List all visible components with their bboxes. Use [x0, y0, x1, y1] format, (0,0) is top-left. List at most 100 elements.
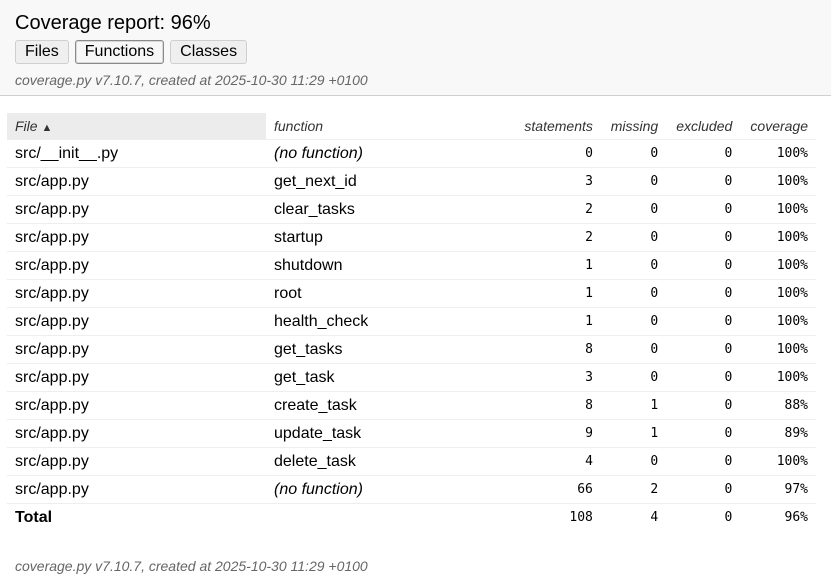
main-content: File ▲ function statements missing exclu…	[0, 96, 831, 531]
statements-cell: 1	[514, 307, 601, 336]
excluded-cell: 0	[666, 251, 741, 280]
missing-cell: 0	[600, 195, 667, 224]
column-header-missing[interactable]: missing	[600, 113, 667, 140]
excluded-cell: 0	[666, 475, 741, 504]
page-title: Coverage report: 96%	[15, 12, 211, 34]
coverage-cell: 100%	[740, 307, 816, 336]
excluded-cell: 0	[666, 307, 741, 336]
table-row: src/app.py shutdown 1 0 0 100%	[7, 251, 816, 280]
statements-cell: 3	[514, 167, 601, 196]
table-row: src/app.py root 1 0 0 100%	[7, 279, 816, 308]
function-link[interactable]: delete_task	[266, 447, 514, 476]
missing-cell: 0	[600, 307, 667, 336]
file-link[interactable]: src/app.py	[7, 195, 266, 224]
header-meta: coverage.py v7.10.7, created at 2025-10-…	[15, 72, 368, 88]
excluded-cell: 0	[666, 167, 741, 196]
excluded-cell: 0	[666, 419, 741, 448]
function-link[interactable]: (no function)	[266, 139, 514, 168]
statements-cell: 2	[514, 223, 601, 252]
coverage-cell: 100%	[740, 195, 816, 224]
statements-cell: 1	[514, 279, 601, 308]
table-row: src/app.py get_next_id 3 0 0 100%	[7, 167, 816, 196]
excluded-cell: 0	[666, 363, 741, 392]
statements-cell: 3	[514, 363, 601, 392]
missing-cell: 1	[600, 419, 667, 448]
statements-cell: 9	[514, 419, 601, 448]
report-header: Coverage report: 96% Files Functions Class…	[0, 0, 831, 96]
statements-cell: 66	[514, 475, 601, 504]
table-row: src/app.py (no function) 66 2 0 97%	[7, 475, 816, 504]
coverage-cell: 100%	[740, 447, 816, 476]
file-link[interactable]: src/app.py	[7, 391, 266, 420]
function-link[interactable]: update_task	[266, 419, 514, 448]
total-statements: 108	[569, 510, 593, 525]
total-row: Total 108 4 0 96%	[7, 504, 816, 532]
table-row: src/app.py create_task 8 1 0 88%	[7, 391, 816, 420]
file-link[interactable]: src/app.py	[7, 475, 266, 504]
tab-files[interactable]: Files	[15, 40, 69, 64]
statements-cell: 1	[514, 251, 601, 280]
function-link[interactable]: startup	[266, 223, 514, 252]
table-row: src/app.py health_check 1 0 0 100%	[7, 307, 816, 336]
file-link[interactable]: src/app.py	[7, 419, 266, 448]
sort-ascending-icon: ▲	[41, 122, 53, 134]
file-link[interactable]: src/app.py	[7, 335, 266, 364]
total-function-cell	[266, 504, 514, 532]
missing-cell: 0	[600, 167, 667, 196]
file-link[interactable]: src/app.py	[7, 223, 266, 252]
total-label: Total	[15, 508, 53, 526]
coverage-cell: 100%	[740, 139, 816, 168]
report-footer: coverage.py v7.10.7, created at 2025-10-…	[15, 558, 368, 574]
table-row: src/app.py startup 2 0 0 100%	[7, 223, 816, 252]
view-tabs: Files Functions Classes	[15, 40, 816, 66]
tab-functions[interactable]: Functions	[74, 40, 165, 64]
function-link[interactable]: health_check	[266, 307, 514, 336]
coverage-cell: 100%	[740, 251, 816, 280]
tab-classes[interactable]: Classes	[170, 40, 248, 64]
missing-cell: 0	[600, 139, 667, 168]
excluded-cell: 0	[666, 279, 741, 308]
statements-cell: 8	[514, 335, 601, 364]
function-link[interactable]: get_next_id	[266, 167, 514, 196]
column-header-file-label: File	[15, 118, 38, 134]
table-header-row: File ▲ function statements missing exclu…	[7, 113, 816, 140]
file-link[interactable]: src/__init__.py	[7, 139, 266, 168]
column-header-excluded[interactable]: excluded	[666, 113, 741, 140]
function-link[interactable]: shutdown	[266, 251, 514, 280]
file-link[interactable]: src/app.py	[7, 167, 266, 196]
excluded-cell: 0	[666, 335, 741, 364]
coverage-cell: 97%	[740, 475, 816, 504]
column-header-file[interactable]: File ▲	[7, 113, 266, 140]
function-link[interactable]: root	[266, 279, 514, 308]
excluded-cell: 0	[666, 195, 741, 224]
missing-cell: 0	[600, 447, 667, 476]
statements-cell: 4	[514, 447, 601, 476]
function-link[interactable]: (no function)	[266, 475, 514, 504]
missing-cell: 0	[600, 335, 667, 364]
excluded-cell: 0	[666, 223, 741, 252]
functions-table: File ▲ function statements missing exclu…	[7, 113, 816, 531]
column-header-statements[interactable]: statements	[514, 113, 601, 140]
table-row: src/app.py delete_task 4 0 0 100%	[7, 447, 816, 476]
file-link[interactable]: src/app.py	[7, 363, 266, 392]
column-header-function[interactable]: function	[266, 113, 514, 140]
table-body: src/__init__.py (no function) 0 0 0 100% src/a…	[7, 139, 816, 504]
missing-cell: 0	[600, 363, 667, 392]
file-link[interactable]: src/app.py	[7, 307, 266, 336]
coverage-cell: 100%	[740, 223, 816, 252]
statements-cell: 0	[514, 139, 601, 168]
function-link[interactable]: clear_tasks	[266, 195, 514, 224]
missing-cell: 0	[600, 251, 667, 280]
function-link[interactable]: create_task	[266, 391, 514, 420]
file-link[interactable]: src/app.py	[7, 447, 266, 476]
function-link[interactable]: get_tasks	[266, 335, 514, 364]
excluded-cell: 0	[666, 447, 741, 476]
column-header-coverage[interactable]: coverage	[740, 113, 816, 140]
missing-cell: 2	[600, 475, 667, 504]
excluded-cell: 0	[666, 391, 741, 420]
function-link[interactable]: get_task	[266, 363, 514, 392]
missing-cell: 1	[600, 391, 667, 420]
file-link[interactable]: src/app.py	[7, 251, 266, 280]
file-link[interactable]: src/app.py	[7, 279, 266, 308]
coverage-cell: 100%	[740, 167, 816, 196]
